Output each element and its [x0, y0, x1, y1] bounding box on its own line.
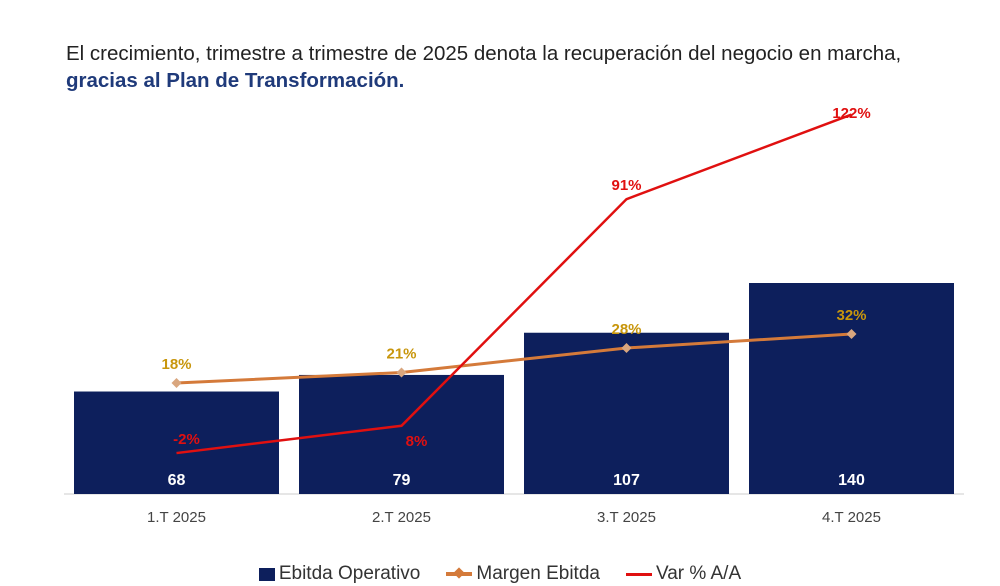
margin-value-label: 18%	[161, 356, 191, 373]
bar-ebitda	[524, 332, 729, 494]
margin-ebitda-line	[176, 332, 852, 385]
var-aa-line	[176, 113, 852, 455]
legend-label-ebitda: Ebitda Operativo	[278, 563, 421, 584]
legend-swatch-ebitda	[258, 567, 275, 581]
legend-label-margen: Margen Ebitda	[476, 563, 600, 584]
margin-point	[396, 367, 407, 378]
margin-value-label: 21%	[386, 346, 416, 363]
x-tick-label: 4.T 2025	[822, 509, 881, 526]
legend-label-var: Var % A/A	[655, 563, 742, 584]
var-value-label: -2%	[173, 431, 200, 448]
margin-point	[846, 329, 857, 339]
margin-value-label: 28%	[611, 321, 641, 338]
x-tick-label: 3.T 2025	[597, 509, 656, 526]
bar-value-label: 79	[393, 472, 411, 489]
legend: Ebitda Operativo Margen Ebitda Var % A/A	[0, 562, 1000, 586]
margin-value-label: 32%	[836, 307, 866, 324]
var-value-label: 8%	[406, 433, 428, 450]
x-tick-label: 2.T 2025	[372, 509, 431, 526]
bar-value-label: 68	[168, 472, 186, 489]
legend-diamond-icon	[453, 567, 466, 579]
legend-item-var: Var % A/A	[625, 562, 742, 586]
margin-point	[171, 378, 182, 388]
legend-swatch-margen	[446, 567, 473, 579]
legend-item-ebitda: Ebitda Operativo	[258, 562, 421, 586]
legend-swatch-var	[625, 572, 652, 576]
bar-value-label: 107	[613, 472, 640, 489]
headline-text: El crecimiento, trimestre a trimestre de…	[66, 42, 902, 65]
bar-ebitda	[749, 283, 954, 494]
combo-chart: 68 79 107 140 1.T 2025 2.T 2025 3.T 2025 4.T 20…	[64, 105, 964, 526]
var-value-label: 91%	[611, 177, 641, 194]
legend-item-margen: Margen Ebitda	[446, 562, 600, 586]
headline-emphasis: gracias al Plan de Transformación.	[66, 69, 405, 92]
var-value-label: 122%	[832, 105, 870, 122]
x-tick-label: 1.T 2025	[147, 509, 206, 526]
bar-ebitda	[74, 391, 279, 494]
headline: El crecimiento, trimestre a trimestre de…	[66, 40, 966, 94]
bar-value-label: 140	[838, 472, 865, 489]
margin-point	[621, 343, 632, 353]
